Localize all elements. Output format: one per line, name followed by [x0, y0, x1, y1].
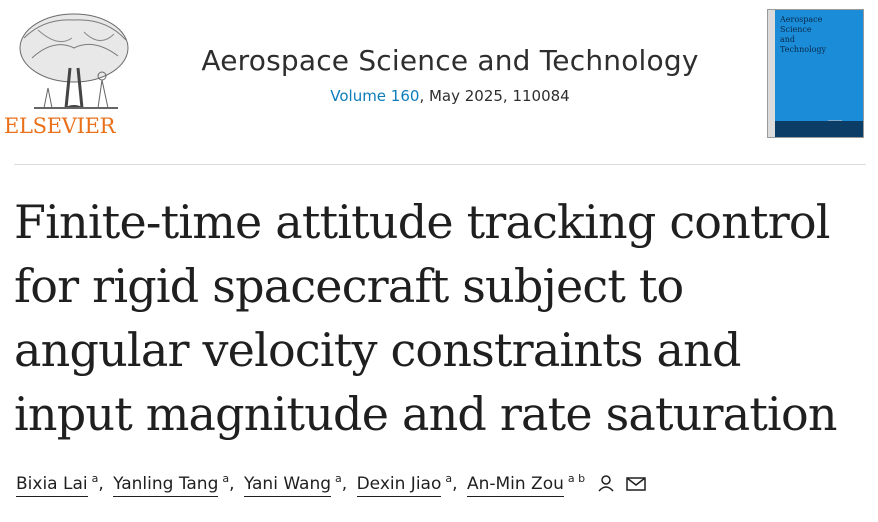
author-link[interactable]: Bixia Lai — [16, 473, 88, 497]
author-affiliation: a — [335, 472, 342, 485]
cover-spine — [768, 10, 775, 137]
journal-cover-image[interactable]: Aerospace Science and Technology — [767, 9, 864, 138]
volume-link[interactable]: Volume 160 — [330, 87, 420, 105]
author-affiliation: a — [222, 472, 230, 485]
author-affiliation: a b — [567, 472, 586, 485]
issue-details: , May 2025, 110084 — [419, 87, 570, 105]
cover-title-line: and — [780, 35, 796, 44]
author-list: Bixia Lai a, Yanling Tang a, Yani Wang a, D… — [16, 472, 866, 497]
journal-info: Aerospace Science and Technology Volume … — [170, 44, 730, 105]
author-link[interactable]: Yanling Tang — [113, 473, 219, 497]
elsevier-wordmark: ELSEVIER — [4, 114, 116, 138]
author-affiliation: a — [91, 472, 99, 485]
person-icon[interactable] — [597, 474, 615, 497]
header-divider — [14, 164, 866, 165]
cover-title-line: Aerospace — [780, 15, 823, 24]
author-separator: , — [452, 473, 458, 494]
cover-title-line: Technology — [780, 45, 827, 54]
cover-title-line: Science — [780, 25, 812, 34]
issue-line: Volume 160, May 2025, 110084 — [170, 87, 730, 105]
author-affiliation: a — [445, 472, 453, 485]
author-separator: , — [341, 473, 348, 494]
article-title: Finite-time attitude tracking control fo… — [14, 195, 837, 441]
author-link[interactable]: Yani Wang — [243, 473, 332, 497]
elsevier-logo[interactable] — [14, 8, 138, 146]
corresponding-author-link[interactable]: An-Min Zou — [466, 473, 564, 497]
elsevier-tree-icon — [19, 13, 129, 109]
author-separator: , — [98, 473, 104, 494]
author-link[interactable]: Dexin Jiao — [356, 473, 442, 497]
journal-title-link[interactable]: Aerospace Science and Technology — [201, 44, 699, 77]
author-separator: , — [229, 473, 235, 494]
cover-footer-band — [775, 121, 863, 137]
journal-header: ELSEVIER Aerospace Science and Technolog… — [0, 0, 878, 165]
envelope-icon[interactable] — [626, 476, 646, 497]
cover-title: Aerospace Science and Technology — [780, 15, 860, 55]
